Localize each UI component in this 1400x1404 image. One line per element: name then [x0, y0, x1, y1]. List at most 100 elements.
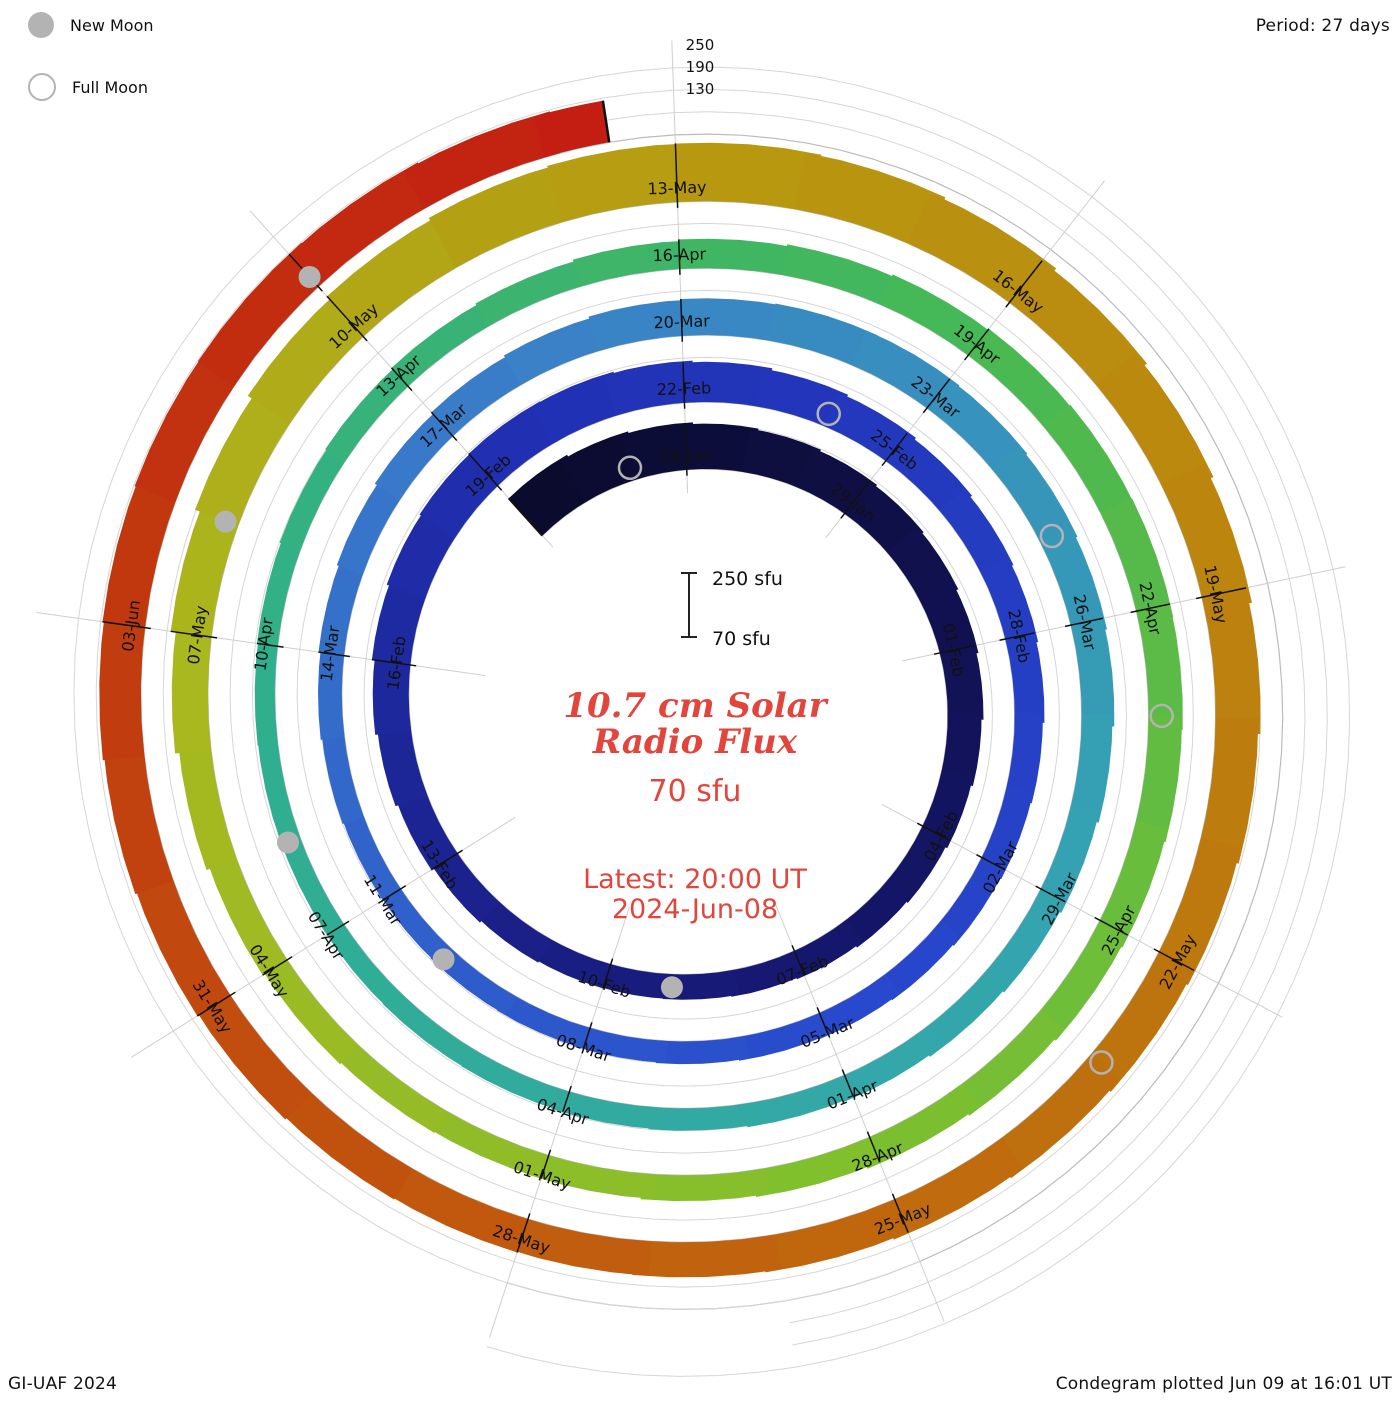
- flux-bar-day: [503, 315, 608, 386]
- flux-bar-day: [431, 351, 529, 436]
- flux-bar-day: [595, 962, 673, 1000]
- flux-bar-day: [881, 1138, 1024, 1240]
- flux-bar-day: [274, 1082, 413, 1200]
- flux-bar-day: [134, 347, 243, 502]
- flux-bar-day: [685, 423, 759, 473]
- flux-scale-bar: 250 sfu 70 sfu: [678, 568, 878, 650]
- flux-bar-day: [325, 360, 417, 463]
- flux-bar-day: [621, 422, 694, 481]
- flux-bar-day: [907, 192, 1057, 312]
- flux-bar-day: [386, 507, 459, 600]
- date-label: 16-Apr: [652, 244, 707, 265]
- date-label: 22-Feb: [656, 378, 711, 399]
- chart-title-line1: 10.7 cm Solar: [563, 686, 827, 726]
- flux-bar-day: [655, 1035, 749, 1065]
- flux-bar-day: [371, 576, 428, 665]
- flux-bar-day: [428, 846, 500, 923]
- flux-bar-day: [787, 919, 863, 980]
- chart-title: 10.7 cm Solar Radio Flux: [495, 688, 895, 760]
- credit-left: GI-UAF 2024: [8, 1374, 118, 1394]
- flux-bar-day: [279, 439, 351, 551]
- flux-bar-day: [940, 710, 982, 787]
- flux-bar-day: [662, 969, 740, 1000]
- flux-bar-day: [131, 866, 231, 1016]
- flux-bar-day: [189, 982, 312, 1120]
- flux-bar-day: [1133, 715, 1183, 843]
- radial-axis-250: 250: [685, 36, 715, 54]
- new-moon-marker: [432, 948, 455, 971]
- flux-bar-day: [851, 330, 960, 415]
- flux-bar-day: [422, 1104, 549, 1179]
- flux-bar-day: [683, 361, 773, 408]
- period-label: Period: 27 days: [1255, 16, 1390, 36]
- date-label: 20-Mar: [653, 311, 710, 332]
- flux-bar-day: [934, 857, 1005, 946]
- flux-bar-day: [372, 651, 412, 735]
- flux-bar-day: [382, 989, 483, 1072]
- new-moon-marker: [660, 976, 683, 999]
- flux-bar-day: [604, 360, 693, 416]
- flux-bar-day: [810, 974, 900, 1040]
- legend-row-full-moon: Full Moon: [28, 70, 154, 104]
- flux-bar-day: [979, 556, 1039, 648]
- flux-bar-day: [551, 1088, 663, 1130]
- plotted-timestamp: Condegram plotted Jun 09 at 16:01 UT: [1055, 1374, 1392, 1394]
- flux-bar-day: [886, 527, 959, 606]
- flux-bar-day: [254, 631, 280, 746]
- full-moon-icon: [28, 73, 56, 101]
- flux-bar-day: [321, 727, 364, 824]
- day-tick-dividers: [102, 100, 1247, 1253]
- flux-bar-day: [531, 936, 611, 989]
- flux-bar-day: [327, 212, 468, 337]
- flux-bar-day: [318, 641, 346, 740]
- flux-bar-day: [919, 769, 973, 849]
- flux-bar-day: [1004, 712, 1043, 804]
- flux-bar-day: [419, 447, 504, 539]
- flux-bar-day: [99, 605, 147, 761]
- flux-bar-day: [428, 163, 576, 268]
- flux-bar-day: [744, 1075, 854, 1128]
- flux-bar-day: [1095, 352, 1214, 498]
- flux-bar-day: [1040, 527, 1107, 636]
- flux-bar-day: [841, 876, 912, 948]
- flux-bar-day: [403, 111, 561, 209]
- flux-bar-day: [760, 1199, 909, 1273]
- full-moon-marker: [617, 455, 643, 481]
- flux-bar-day: [1043, 404, 1138, 525]
- flux-bar-day: [533, 100, 610, 158]
- flux-bar-day: [377, 880, 453, 965]
- flux-bar-day: [1070, 618, 1115, 727]
- new-moon-marker: [298, 265, 321, 288]
- flux-bar-day: [678, 238, 800, 277]
- flux-bar-day: [247, 288, 374, 425]
- radial-axis-130: 130: [685, 80, 715, 98]
- flux-bar-day: [461, 1048, 570, 1112]
- new-moon-label: New Moon: [70, 15, 154, 35]
- flux-bar-day: [573, 1025, 668, 1063]
- flux-bar-day: [197, 242, 330, 387]
- flux-bar-day: [989, 1053, 1121, 1179]
- flux-bar-day: [915, 965, 1011, 1057]
- flux-bar-day: [885, 826, 950, 903]
- flux-bar-day: [1100, 498, 1174, 624]
- flux-bar-day: [527, 1151, 657, 1200]
- flux-bar-day: [736, 1013, 829, 1061]
- flux-bar-day: [195, 385, 297, 527]
- full-moon-marker: [1089, 1050, 1114, 1075]
- flux-bar-day: [330, 1036, 448, 1133]
- flux-bar-day: [834, 1028, 939, 1103]
- flux-bar-day: [380, 1161, 528, 1253]
- scale-bar-cap-bottom: [681, 636, 697, 638]
- flux-bar-day: [781, 244, 905, 309]
- flux-bar-day: [648, 1102, 759, 1131]
- flux-bar-day: [878, 921, 960, 1001]
- flux-bar-day: [1136, 604, 1183, 730]
- flux-bar-day: [754, 368, 849, 430]
- date-label: 26-Jan: [660, 445, 712, 466]
- flux-bar-day: [289, 162, 438, 287]
- flux-bar-day: [752, 1137, 880, 1197]
- scale-min-label: 70 sfu: [712, 628, 771, 650]
- flux-bar-day: [1202, 587, 1261, 734]
- full-moon-marker: [816, 401, 841, 427]
